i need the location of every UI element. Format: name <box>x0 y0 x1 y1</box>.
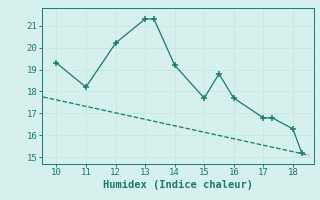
X-axis label: Humidex (Indice chaleur): Humidex (Indice chaleur) <box>103 180 252 190</box>
